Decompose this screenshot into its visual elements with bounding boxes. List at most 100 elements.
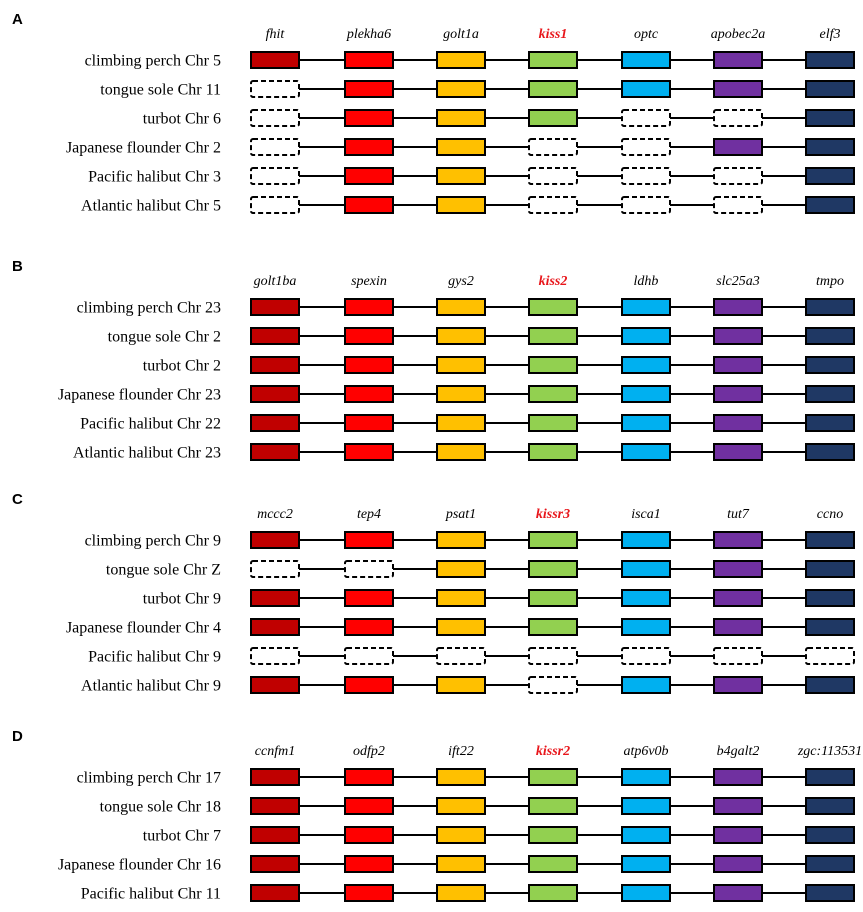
gene-box [621,797,671,815]
missing-gene-box [250,138,300,156]
missing-gene-box [528,138,578,156]
synteny-row: turbot Chr 2 [143,356,855,375]
gene-label: ift22 [448,744,474,759]
gene-box [713,884,763,902]
gene-box [805,797,855,815]
gene-box [713,618,763,636]
gene-label: plekha6 [346,27,391,42]
gene-box [344,531,394,549]
gene-box [621,51,671,69]
synteny-row: Pacific halibut Chr 11 [81,884,855,903]
missing-gene-box [250,560,300,578]
gene-box [436,531,486,549]
gene-label: spexin [351,274,387,289]
gene-box [713,560,763,578]
gene-box [436,855,486,873]
gene-box [344,884,394,902]
gene-label: slc25a3 [716,274,760,289]
gene-box [528,443,578,461]
synteny-row: Japanese flounder Chr 16 [58,855,855,874]
gene-box [436,826,486,844]
gene-box [436,80,486,98]
missing-gene-box [713,109,763,127]
species-label: Japanese flounder Chr 2 [66,140,221,157]
missing-gene-box [621,109,671,127]
gene-label: tmpo [816,274,844,289]
gene-box [528,618,578,636]
gene-box [344,443,394,461]
synteny-row: Pacific halibut Chr 3 [88,167,855,186]
gene-box [713,676,763,694]
synteny-row: Pacific halibut Chr 22 [80,414,855,433]
species-label: Atlantic halibut Chr 23 [73,445,221,462]
gene-box [436,797,486,815]
gene-box [805,443,855,461]
panel-letter: D [12,728,23,745]
gene-box [805,826,855,844]
gene-box [621,618,671,636]
synteny-row: tongue sole Chr 11 [100,80,855,99]
gene-box [436,676,486,694]
gene-box [250,356,300,374]
gene-box [528,109,578,127]
gene-label: optc [634,27,659,42]
gene-label: golt1ba [254,274,297,289]
gene-box [805,356,855,374]
gene-box [713,589,763,607]
missing-gene-box [344,647,394,665]
species-label: Pacific halibut Chr 3 [88,169,221,186]
gene-box [805,196,855,214]
gene-box [436,618,486,636]
gene-box [713,356,763,374]
gene-box [805,51,855,69]
synteny-row: tongue sole Chr Z [106,560,855,579]
synteny-row: Atlantic halibut Chr 5 [81,196,855,215]
gene-box [713,138,763,156]
gene-box [528,51,578,69]
gene-box [805,138,855,156]
species-label: Atlantic halibut Chr 5 [81,198,221,215]
missing-gene-box [250,80,300,98]
gene-label: isca1 [631,507,661,522]
gene-box [805,589,855,607]
gene-box [713,414,763,432]
gene-box [621,531,671,549]
missing-gene-box [250,109,300,127]
missing-gene-box [621,138,671,156]
synteny-row: Japanese flounder Chr 2 [66,138,855,157]
missing-gene-box [528,647,578,665]
gene-box [436,560,486,578]
gene-box [344,80,394,98]
gene-box [528,298,578,316]
missing-gene-box [621,167,671,185]
gene-box [436,443,486,461]
missing-gene-box [528,167,578,185]
missing-gene-box [805,647,855,665]
gene-box [713,826,763,844]
gene-box [621,356,671,374]
species-label: turbot Chr 2 [143,358,221,375]
gene-label: tut7 [727,507,750,522]
gene-box [528,560,578,578]
species-label: turbot Chr 7 [143,828,221,845]
gene-box [344,385,394,403]
species-label: Atlantic halibut Chr 9 [81,678,221,695]
gene-box [344,356,394,374]
gene-box [805,298,855,316]
gene-box [528,797,578,815]
gene-box [250,618,300,636]
gene-box [713,385,763,403]
gene-label: atp6v0b [623,744,668,759]
gene-box [805,560,855,578]
gene-box [528,327,578,345]
gene-label: golt1a [443,27,479,42]
synteny-row: tongue sole Chr 2 [108,327,855,346]
gene-box [436,589,486,607]
species-label: Japanese flounder Chr 23 [58,387,221,404]
species-label: turbot Chr 6 [143,111,221,128]
gene-box [528,855,578,873]
synteny-row: turbot Chr 7 [143,826,855,845]
